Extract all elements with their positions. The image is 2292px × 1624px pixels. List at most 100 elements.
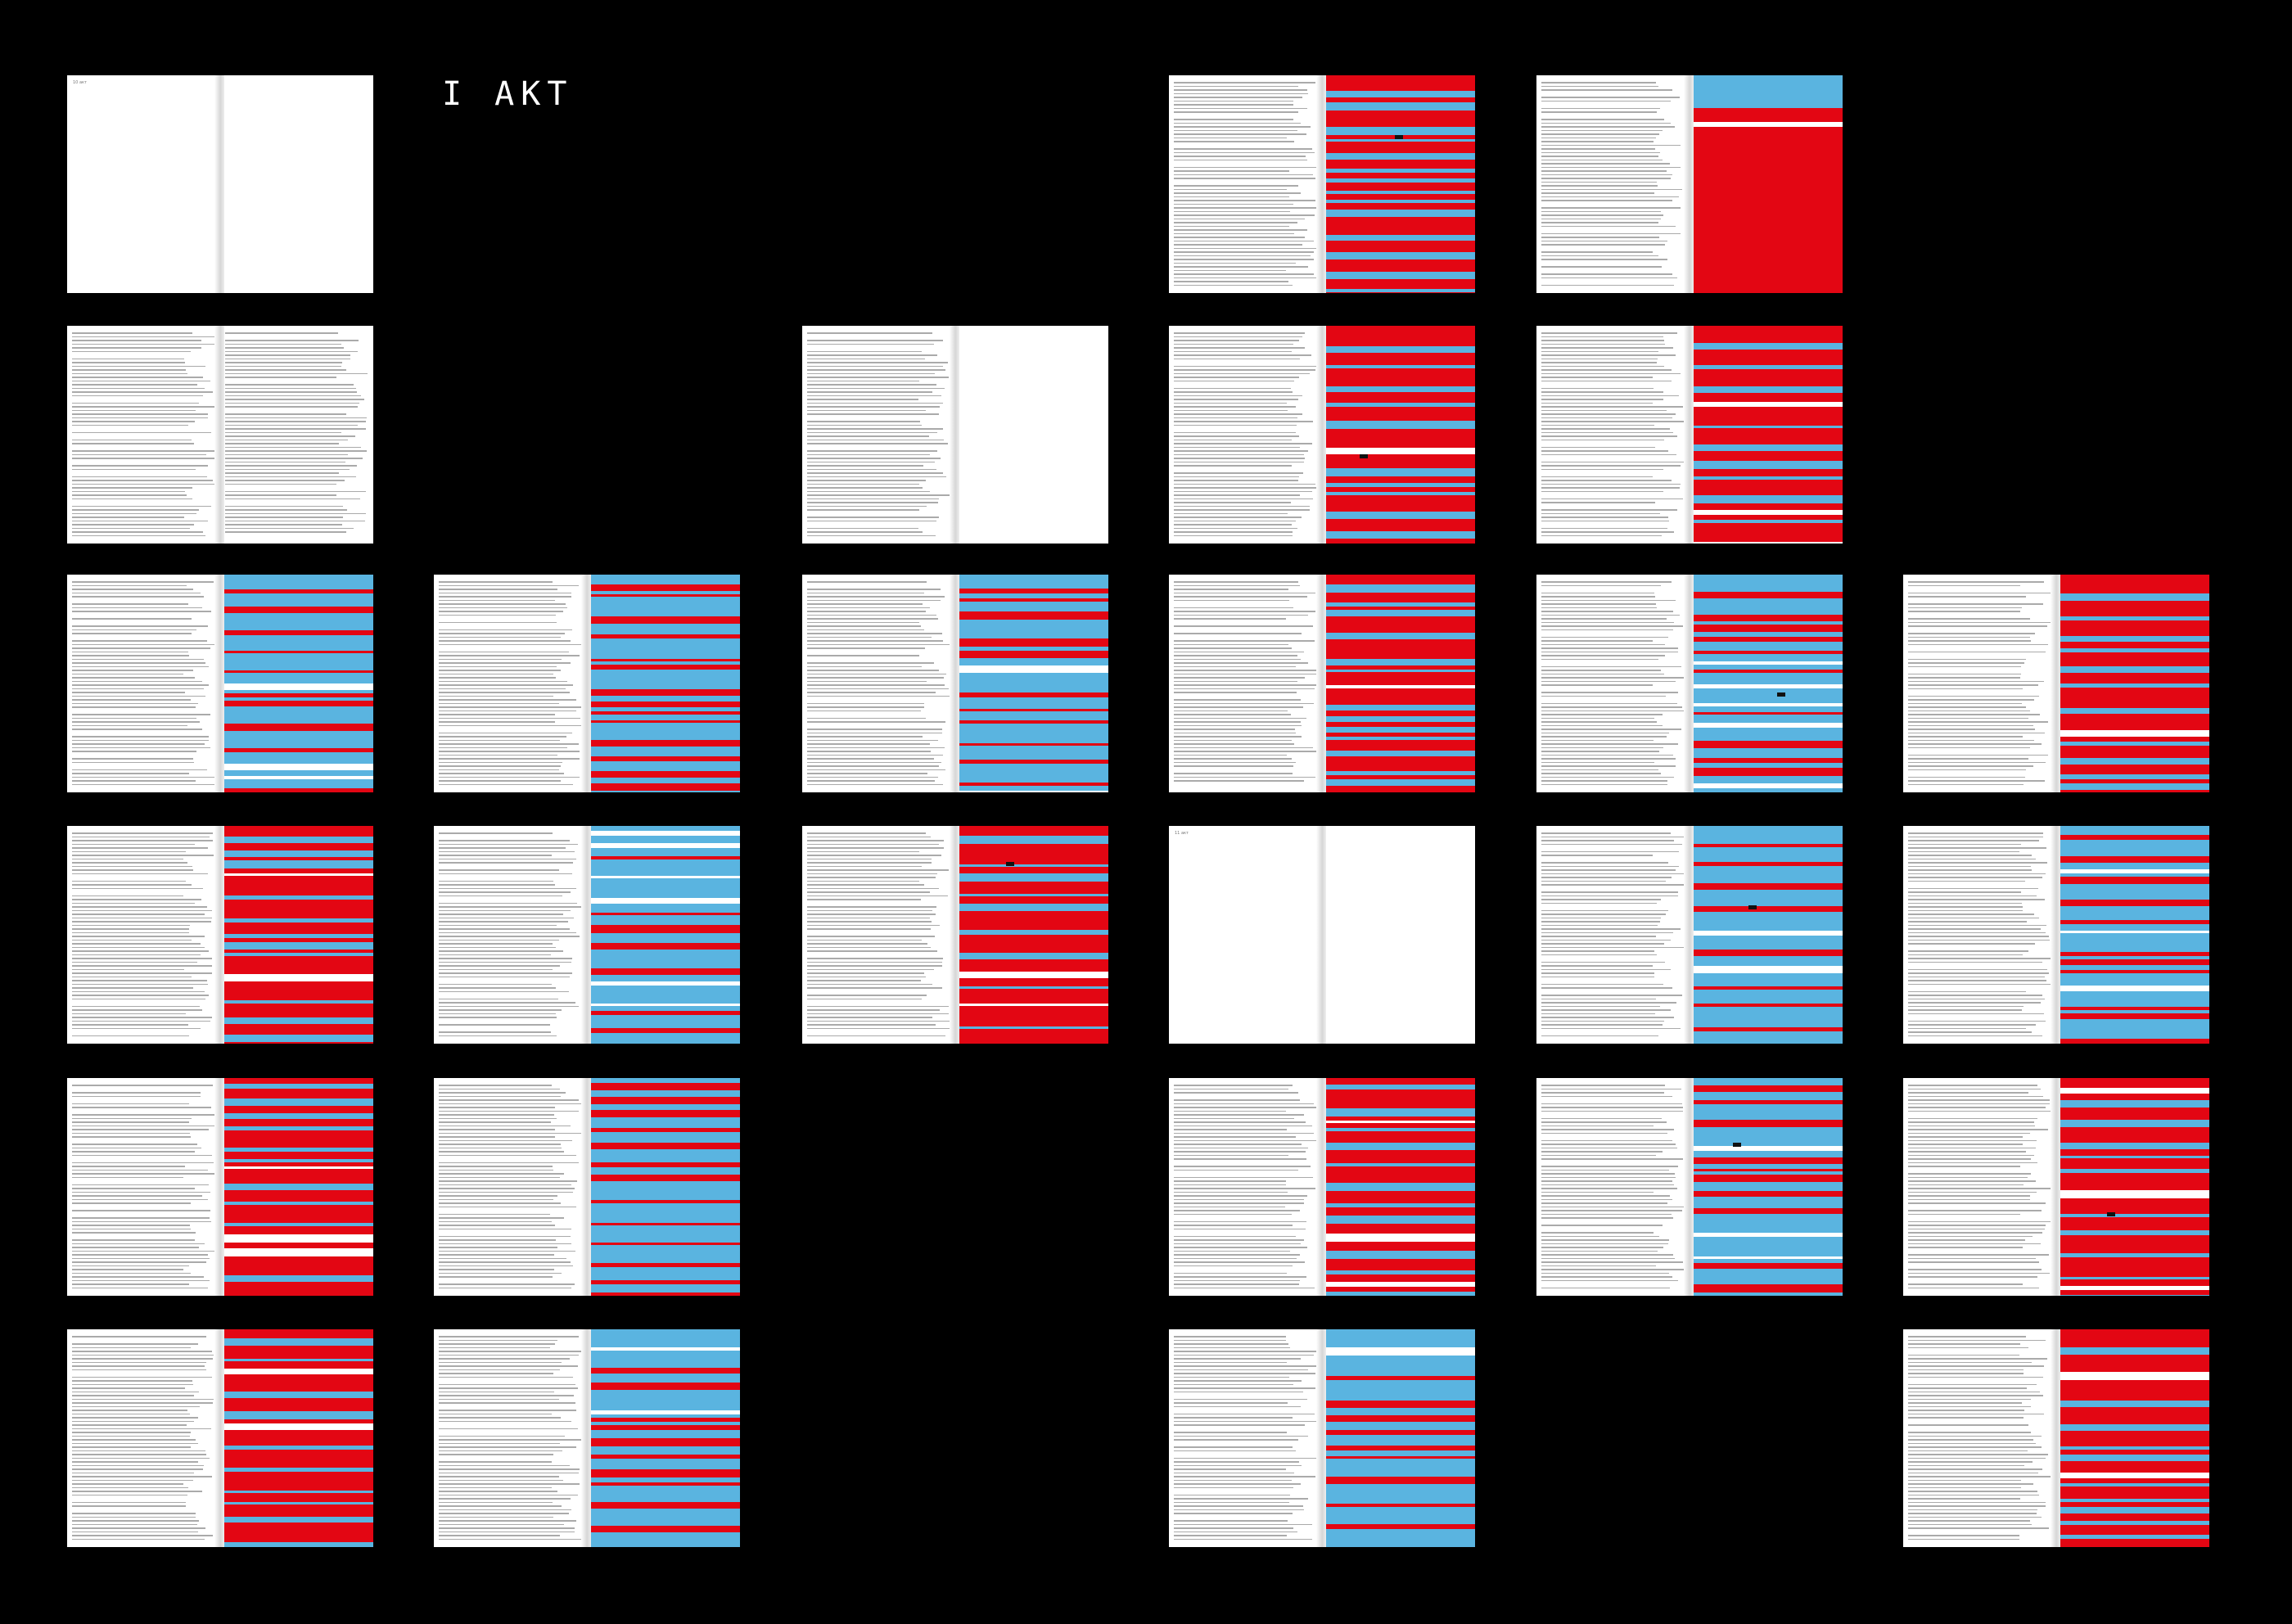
text-line — [1174, 1339, 1286, 1341]
text-line — [1541, 122, 1671, 124]
color-stripe — [1322, 386, 1475, 392]
text-line — [72, 1428, 211, 1429]
left-page — [1169, 326, 1322, 544]
text-line — [1174, 119, 1293, 120]
text-line — [1174, 1210, 1300, 1211]
text-line — [439, 943, 553, 945]
text-line — [1541, 1191, 1654, 1193]
text-line — [1541, 998, 1656, 999]
color-stripe — [220, 683, 373, 690]
text-line — [1541, 629, 1673, 630]
text-line — [1174, 402, 1287, 404]
text-line — [1174, 395, 1302, 396]
text-line — [72, 1232, 196, 1234]
text-line — [72, 1129, 209, 1130]
text-line — [1174, 743, 1294, 745]
text-line — [72, 1535, 213, 1536]
text-line — [1174, 1432, 1287, 1433]
text-line — [1541, 336, 1663, 337]
text-line — [72, 1017, 212, 1018]
text-line — [1541, 611, 1673, 612]
color-stripe — [955, 836, 1108, 844]
script-spread — [1536, 326, 1843, 544]
text-line — [72, 336, 214, 337]
text-line — [1174, 421, 1313, 422]
text-line — [807, 1020, 950, 1022]
text-line — [225, 384, 354, 386]
text-line — [1174, 347, 1305, 349]
text-line — [439, 932, 576, 933]
text-line — [1541, 362, 1657, 363]
text-line — [1908, 832, 2043, 834]
text-line — [1174, 1387, 1315, 1389]
color-stripe — [587, 1418, 740, 1422]
text-line — [1541, 717, 1654, 719]
text-line — [439, 1287, 571, 1288]
text-line — [72, 1476, 212, 1477]
book-gutter — [214, 575, 224, 792]
text-line — [72, 729, 202, 730]
color-stripe — [2056, 1347, 2209, 1355]
text-line — [1174, 431, 1296, 433]
text-line — [1908, 1413, 2044, 1414]
text-line — [1174, 1376, 1289, 1378]
color-stripe — [1690, 703, 1843, 706]
right-page — [2056, 1078, 2209, 1296]
text-line — [72, 1413, 190, 1414]
text-line — [72, 509, 199, 511]
text-line — [1174, 670, 1317, 671]
text-line — [72, 1380, 192, 1382]
color-stripe — [1690, 365, 1843, 369]
text-line — [1908, 1166, 2020, 1167]
text-line — [807, 520, 936, 521]
text-line — [1908, 976, 2045, 977]
text-line — [807, 354, 937, 356]
text-line — [1908, 877, 2042, 878]
text-line — [807, 710, 921, 711]
text-line — [1541, 880, 1666, 882]
text-line — [439, 621, 557, 623]
left-page — [67, 1329, 220, 1547]
color-stripe — [220, 1517, 373, 1522]
text-line — [439, 714, 555, 715]
color-stripe — [1322, 91, 1475, 97]
text-line — [72, 1523, 197, 1525]
text-line — [72, 1402, 213, 1404]
text-line — [1908, 603, 2043, 605]
color-stripe — [1690, 1120, 1843, 1127]
text-line — [1174, 1420, 1317, 1422]
text-line — [72, 751, 196, 752]
text-line — [1908, 1107, 2046, 1108]
text-line — [72, 372, 187, 374]
color-stripe — [1690, 862, 1843, 866]
color-stripe — [1322, 210, 1475, 217]
color-stripe — [1690, 670, 1843, 673]
text-line — [807, 670, 939, 671]
text-line — [72, 647, 210, 649]
text-line — [807, 847, 944, 849]
text-line — [439, 1035, 557, 1036]
text-line — [225, 387, 356, 389]
text-line — [439, 684, 573, 686]
text-line — [807, 458, 941, 459]
text-line — [225, 340, 359, 341]
text-line — [1541, 200, 1672, 201]
color-stripe — [1690, 227, 1843, 232]
text-line — [72, 1220, 211, 1222]
text-line — [1541, 706, 1682, 708]
color-stripe — [1322, 1121, 1475, 1123]
text-line — [439, 946, 556, 948]
text-line — [1174, 111, 1298, 113]
text-line — [439, 1391, 554, 1392]
text-line — [1908, 780, 2045, 782]
text-line — [439, 769, 559, 770]
text-line — [72, 1531, 198, 1532]
right-page — [1322, 1078, 1475, 1296]
text-line — [1541, 439, 1664, 440]
text-line — [1908, 710, 2030, 711]
text-line — [439, 743, 579, 745]
text-line — [1541, 97, 1680, 98]
text-line — [1908, 695, 2039, 697]
text-line — [1908, 1505, 2046, 1507]
book-gutter — [1316, 1078, 1326, 1296]
